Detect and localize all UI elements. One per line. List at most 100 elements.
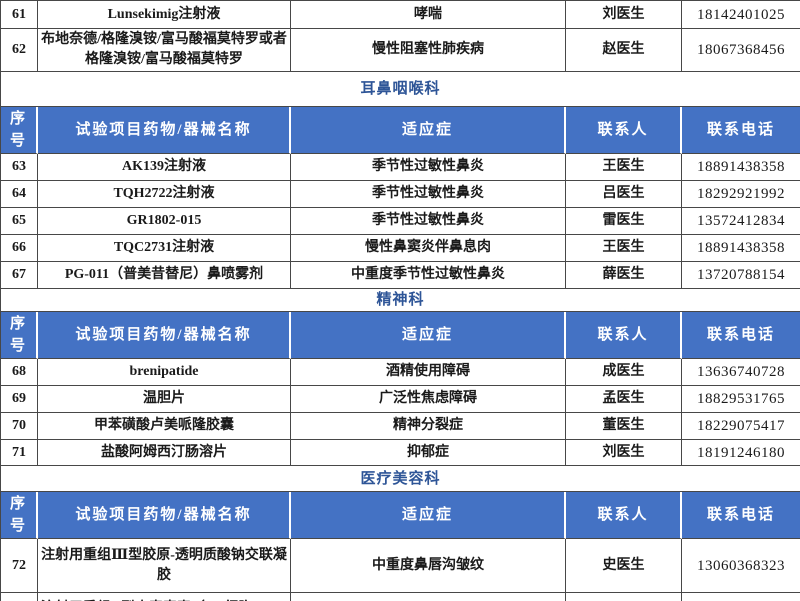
contact-cell: 孟医生 [566, 593, 682, 601]
contact-cell: 成医生 [566, 359, 682, 386]
indication-cell: 慢性鼻窦炎伴鼻息肉 [291, 235, 566, 262]
column-header-indication: 适应症 [291, 107, 566, 154]
trial-row-69: 69 温胆片 广泛性焦虑障碍 孟医生 18829531765 [1, 386, 800, 413]
drug-name-cell: brenipatide [38, 359, 291, 386]
column-header-phone: 联系电话 [682, 312, 800, 359]
drug-name-cell: 注射用重组A型肉毒毒素（Sf9细胞，150 kD天然氨基酸序列） [38, 593, 291, 601]
phone-cell: 18067368456 [682, 29, 800, 72]
phone-cell: 18142401025 [682, 1, 800, 29]
trial-row-71: 71 盐酸阿姆西汀肠溶片 抑郁症 刘医生 18191246180 [1, 440, 800, 466]
section-row-cosmetic: 医疗美容科 [1, 466, 800, 492]
indication-cell: 酒精使用障碍 [291, 359, 566, 386]
column-header-no: 序号 [1, 492, 38, 539]
trial-row-63: 63 AK139注射液 季节性过敏性鼻炎 王医生 18891438358 [1, 154, 800, 181]
row-number-cell: 63 [1, 154, 38, 181]
phone-cell: 13720788154 [682, 262, 800, 289]
phone-cell: 13060368323 [682, 539, 800, 593]
trial-row-73: 73 注射用重组A型肉毒毒素（Sf9细胞，150 kD天然氨基酸序列） 重度眉间… [1, 593, 800, 601]
indication-cell: 慢性阻塞性肺疾病 [291, 29, 566, 72]
contact-cell: 赵医生 [566, 29, 682, 72]
column-header-name: 试验项目药物/器械名称 [38, 492, 291, 539]
drug-name-cell: GR1802-015 [38, 208, 291, 235]
phone-cell: 18891438358 [682, 154, 800, 181]
row-number-cell: 71 [1, 440, 38, 466]
contact-cell: 刘医生 [566, 1, 682, 29]
phone-cell: 18191246180 [682, 440, 800, 466]
drug-name-cell: 布地奈德/格隆溴铵/富马酸福莫特罗或者格隆溴铵/富马酸福莫特罗 [38, 29, 291, 72]
trial-row-70: 70 甲苯磺酸卢美哌隆胶囊 精神分裂症 董医生 18229075417 [1, 413, 800, 440]
trial-row-72: 72 注射用重组Ⅲ型胶原-透明质酸钠交联凝胶 中重度鼻唇沟皱纹 史医生 1306… [1, 539, 800, 593]
row-number-cell: 70 [1, 413, 38, 440]
row-number-cell: 66 [1, 235, 38, 262]
phone-cell: 18229075417 [682, 413, 800, 440]
indication-cell: 广泛性焦虑障碍 [291, 386, 566, 413]
row-number-cell: 62 [1, 29, 38, 72]
drug-name-cell: 温胆片 [38, 386, 291, 413]
column-header-contact: 联系人 [566, 107, 682, 154]
drug-name-cell: Lunsekimig注射液 [38, 1, 291, 29]
contact-cell: 薛医生 [566, 262, 682, 289]
indication-cell: 季节性过敏性鼻炎 [291, 181, 566, 208]
column-header-name: 试验项目药物/器械名称 [38, 107, 291, 154]
contact-cell: 吕医生 [566, 181, 682, 208]
phone-cell: 13636740728 [682, 359, 800, 386]
row-number-cell: 67 [1, 262, 38, 289]
phone-cell: 18292921992 [682, 181, 800, 208]
column-header-no: 序号 [1, 107, 38, 154]
trial-row-66: 66 TQC2731注射液 慢性鼻窦炎伴鼻息肉 王医生 18891438358 [1, 235, 800, 262]
column-header-contact: 联系人 [566, 492, 682, 539]
trial-row-67: 67 PG-011（普美昔替尼）鼻喷雾剂 中重度季节性过敏性鼻炎 薛医生 137… [1, 262, 800, 289]
trial-row-64: 64 TQH2722注射液 季节性过敏性鼻炎 吕医生 18292921992 [1, 181, 800, 208]
trial-row-65: 65 GR1802-015 季节性过敏性鼻炎 雷医生 13572412834 [1, 208, 800, 235]
indication-cell: 抑郁症 [291, 440, 566, 466]
column-header-indication: 适应症 [291, 312, 566, 359]
indication-cell: 精神分裂症 [291, 413, 566, 440]
drug-name-cell: AK139注射液 [38, 154, 291, 181]
phone-cell: 18829531765 [682, 386, 800, 413]
drug-name-cell: 甲苯磺酸卢美哌隆胶囊 [38, 413, 291, 440]
indication-cell: 季节性过敏性鼻炎 [291, 154, 566, 181]
section-row-psychiatry: 精神科 [1, 289, 800, 312]
column-header-contact: 联系人 [566, 312, 682, 359]
column-header-row: 序号 试验项目药物/器械名称 适应症 联系人 联系电话 [1, 492, 800, 539]
trial-row-61: 61 Lunsekimig注射液 哮喘 刘医生 18142401025 [1, 1, 800, 29]
column-header-name: 试验项目药物/器械名称 [38, 312, 291, 359]
row-number-cell: 64 [1, 181, 38, 208]
contact-cell: 孟医生 [566, 386, 682, 413]
drug-name-cell: 注射用重组Ⅲ型胶原-透明质酸钠交联凝胶 [38, 539, 291, 593]
column-header-row: 序号 试验项目药物/器械名称 适应症 联系人 联系电话 [1, 312, 800, 359]
column-header-indication: 适应症 [291, 492, 566, 539]
column-header-phone: 联系电话 [682, 492, 800, 539]
indication-cell: 中重度鼻唇沟皱纹 [291, 539, 566, 593]
section-title: 精神科 [1, 289, 800, 312]
drug-name-cell: TQC2731注射液 [38, 235, 291, 262]
section-row-ent: 耳鼻咽喉科 [1, 72, 800, 107]
row-number-cell: 61 [1, 1, 38, 29]
column-header-no: 序号 [1, 312, 38, 359]
trial-row-62: 62 布地奈德/格隆溴铵/富马酸福莫特罗或者格隆溴铵/富马酸福莫特罗 慢性阻塞性… [1, 29, 800, 72]
contact-cell: 王医生 [566, 154, 682, 181]
column-header-phone: 联系电话 [682, 107, 800, 154]
contact-cell: 刘医生 [566, 440, 682, 466]
indication-cell: 中重度季节性过敏性鼻炎 [291, 262, 566, 289]
contact-cell: 董医生 [566, 413, 682, 440]
row-number-cell: 65 [1, 208, 38, 235]
phone-cell: 18891438358 [682, 235, 800, 262]
row-number-cell: 73 [1, 593, 38, 601]
section-title: 耳鼻咽喉科 [1, 72, 800, 107]
row-number-cell: 72 [1, 539, 38, 593]
indication-cell: 重度眉间纹 [291, 593, 566, 601]
trial-row-68: 68 brenipatide 酒精使用障碍 成医生 13636740728 [1, 359, 800, 386]
phone-cell: 18829531765 [682, 593, 800, 601]
phone-cell: 13572412834 [682, 208, 800, 235]
row-number-cell: 68 [1, 359, 38, 386]
section-title: 医疗美容科 [1, 466, 800, 492]
contact-cell: 王医生 [566, 235, 682, 262]
row-number-cell: 69 [1, 386, 38, 413]
drug-name-cell: PG-011（普美昔替尼）鼻喷雾剂 [38, 262, 291, 289]
drug-name-cell: 盐酸阿姆西汀肠溶片 [38, 440, 291, 466]
contact-cell: 史医生 [566, 539, 682, 593]
indication-cell: 哮喘 [291, 1, 566, 29]
